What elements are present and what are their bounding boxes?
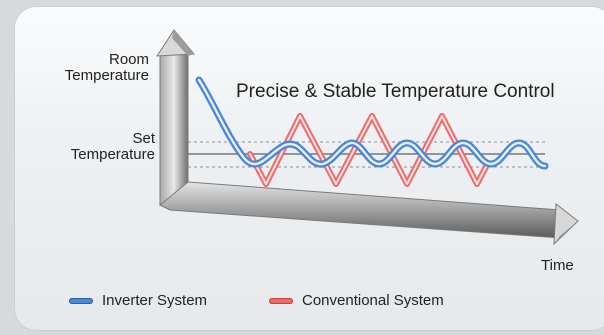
room-label-line2: Temperature [64,67,149,84]
room-temperature-label: Room Temperature [65,52,149,84]
set-temperature-label: Set Temperature [71,131,155,163]
time-axis-label: Time [541,257,574,274]
x-axis-arrow [159,181,579,246]
conventional-swatch [269,297,293,304]
inverter-system-curve-core [197,78,547,168]
conventional-legend-label: Conventional System [302,292,444,309]
y-axis-arrow [156,29,196,206]
diagram-card [14,6,604,331]
set-label-line1: Set [132,130,155,147]
inverter-swatch [69,297,93,304]
legend-conventional: Conventional System [269,292,444,309]
inverter-legend-label: Inverter System [102,292,208,309]
room-label-line1: Room [108,51,149,68]
conventional-system-curve-core [249,115,489,185]
set-label-line2: Temperature [70,146,155,163]
diagram-title: Precise & Stable Temperature Control [236,81,555,102]
legend-inverter: Inverter System [69,292,207,309]
